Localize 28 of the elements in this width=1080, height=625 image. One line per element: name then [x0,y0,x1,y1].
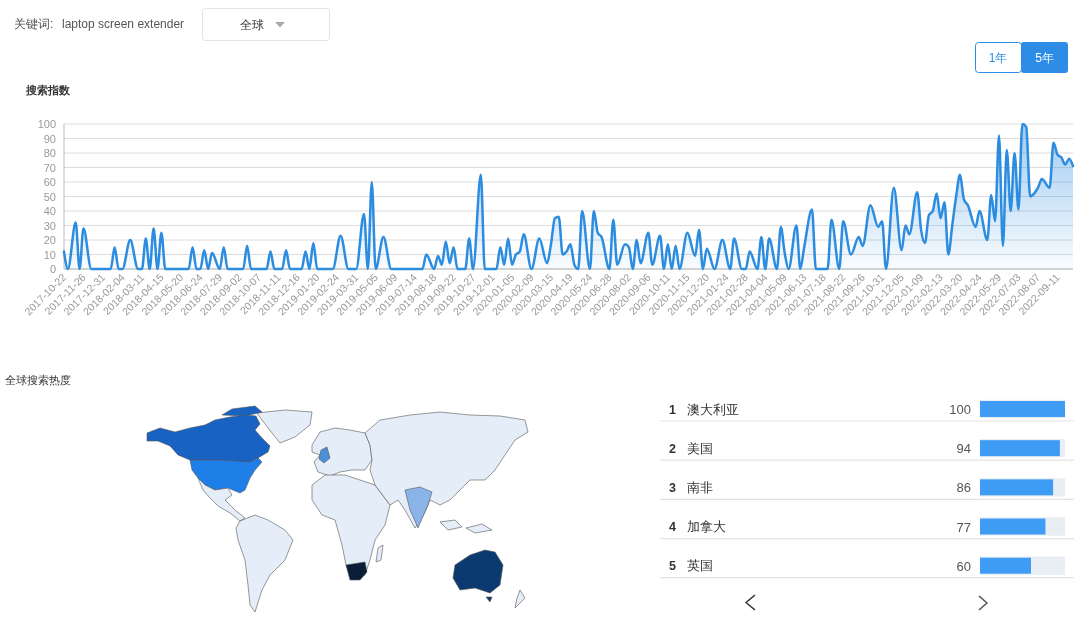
y-tick-label: 3 南非 [669,480,713,495]
data-label: 86 [956,480,971,496]
text: 全球搜索热度 [5,374,71,386]
y-tick-label: 10 [43,248,56,261]
y-tick-label: 100 [37,118,56,130]
text: laptop screen extender [62,17,185,31]
y-tick-label: 60 [43,176,56,188]
y-tick-label: 5 英国 [669,559,713,574]
text: 5年 [1035,51,1054,65]
y-tick-label: 80 [43,147,56,159]
data-label: 60 [956,558,971,574]
y-tick-label: 40 [43,205,56,217]
data-label: 100 [949,402,971,417]
chart-title: 搜索指数 [25,84,71,96]
y-tick-label: 4 加拿大 [669,520,726,535]
y-tick-label: 20 [43,234,56,246]
text: 全球 [240,18,264,32]
y-tick-label: 70 [43,161,56,174]
y-tick-label: 2 美国 [669,440,713,456]
text: 关键词: [14,17,54,31]
y-tick-label: 30 [43,219,56,232]
data-label: 77 [956,519,971,535]
text: 1年 [988,51,1008,65]
y-tick-label: 1 澳大利亚 [669,402,739,417]
y-tick-label: 50 [43,190,56,203]
y-tick-label: 90 [43,132,56,145]
y-tick-label: 0 [49,263,56,275]
data-label: 94 [956,441,971,457]
